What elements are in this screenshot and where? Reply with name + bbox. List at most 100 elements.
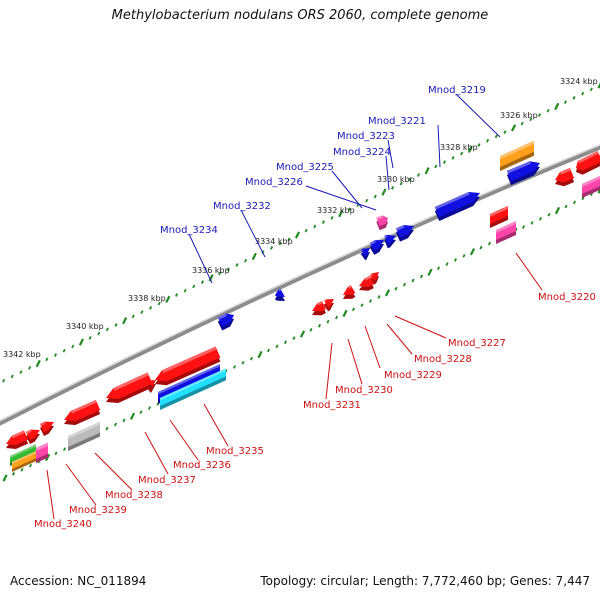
box-highlight — [10, 444, 36, 459]
scale-label: 3340 kbp — [66, 322, 104, 331]
gene-highlight — [559, 167, 571, 175]
minor-tick — [368, 299, 373, 303]
minor-tick — [321, 220, 325, 224]
forward-leader-line — [188, 233, 213, 284]
gene-face — [106, 372, 153, 399]
minor-tick — [19, 370, 23, 374]
minor-tick — [547, 212, 551, 217]
major-tick — [299, 330, 306, 338]
minor-tick — [394, 286, 398, 291]
gene-red-reverse — [40, 421, 54, 436]
minor-tick — [479, 245, 483, 250]
scale-label: 3324 kbp — [560, 77, 598, 86]
major-tick — [251, 252, 257, 261]
gene-face — [274, 288, 285, 297]
reverse-leader-line — [203, 403, 229, 447]
minor-tick — [287, 237, 291, 242]
major-tick — [597, 187, 600, 194]
scale-label: 3326 kbp — [500, 111, 538, 120]
accession-text: Accession: NC_011894 — [10, 574, 147, 588]
minor-tick — [97, 331, 101, 336]
minor-tick — [241, 360, 245, 365]
major-tick — [427, 268, 433, 276]
major-tick — [165, 295, 171, 303]
reverse-leader-line — [386, 323, 413, 355]
minor-tick — [270, 246, 274, 250]
gene-magenta-reverse — [36, 442, 48, 463]
gene-red-reverse — [343, 285, 356, 299]
minor-tick — [317, 323, 322, 328]
reverse-gene-label: Mnod_3231 — [303, 400, 361, 411]
minor-tick — [445, 262, 449, 266]
minor-tick — [249, 356, 254, 361]
gene-highlight — [577, 151, 599, 164]
reverse-leader-line — [169, 419, 199, 461]
minor-tick — [53, 353, 58, 357]
reverse-gene-label: Mnod_3235 — [206, 446, 264, 457]
box-highlight — [500, 140, 534, 160]
major-tick — [342, 309, 348, 318]
minor-tick — [62, 348, 66, 353]
minor-tick — [10, 374, 14, 379]
minor-tick — [360, 303, 364, 308]
minor-tick — [442, 160, 446, 164]
minor-tick — [157, 301, 161, 306]
forward-leader-line — [455, 93, 501, 138]
minor-tick — [20, 467, 24, 472]
minor-tick — [232, 365, 237, 369]
minor-tick — [521, 225, 526, 229]
minor-tick — [411, 278, 415, 283]
major-tick — [78, 338, 84, 346]
major-tick — [511, 124, 517, 132]
gene-blue-forward — [434, 192, 480, 221]
gene-face — [155, 346, 221, 382]
gene-highlight — [506, 161, 531, 174]
minor-tick — [365, 198, 369, 203]
gene-face — [384, 234, 396, 245]
gene-highlight — [113, 372, 149, 391]
reverse-gene-label: Mnod_3228 — [414, 354, 472, 365]
minor-tick — [131, 314, 135, 319]
scale-label: 3330 kbp — [377, 175, 415, 184]
minor-tick — [326, 319, 330, 324]
scale-label: 3338 kbp — [128, 294, 166, 303]
minor-tick — [330, 216, 334, 220]
major-tick — [35, 359, 41, 368]
minor-tick — [391, 186, 395, 190]
minor-tick — [266, 348, 271, 353]
gene-blue-forward — [384, 234, 396, 249]
minor-tick — [334, 315, 339, 320]
forward-leader-line — [331, 170, 363, 209]
gene-face — [359, 275, 374, 287]
minor-tick — [140, 310, 144, 314]
gene-face — [360, 248, 370, 257]
minor-tick — [28, 366, 32, 370]
gene-highlight — [396, 225, 405, 231]
gene-face — [343, 285, 356, 295]
minor-tick — [88, 336, 92, 340]
box-highlight — [158, 364, 220, 395]
minor-tick — [572, 96, 576, 100]
minor-tick — [218, 271, 222, 276]
gene-red-reverse — [312, 301, 326, 316]
minor-tick — [200, 280, 204, 284]
forward-gene-label: Mnod_3223 — [337, 131, 395, 142]
minor-tick — [71, 344, 75, 349]
gene-highlight — [376, 215, 384, 220]
minor-tick — [572, 200, 577, 205]
gene-face — [555, 167, 575, 183]
minor-tick — [402, 282, 407, 287]
gene-red-reverse — [490, 205, 508, 228]
gene-red-reverse — [359, 275, 374, 291]
minor-tick — [477, 143, 481, 147]
reverse-gene-label: Mnod_3238 — [105, 490, 163, 501]
reverse-gene-label: Mnod_3237 — [138, 475, 196, 486]
forward-gene-label: Mnod_3225 — [276, 162, 334, 173]
reverse-gene-label: Mnod_3239 — [69, 505, 127, 516]
minor-tick — [486, 138, 490, 143]
gene-highlight — [40, 421, 46, 426]
reverse-leader-line — [347, 338, 363, 385]
minor-tick — [226, 267, 230, 272]
gene-red-reverse — [323, 299, 334, 312]
